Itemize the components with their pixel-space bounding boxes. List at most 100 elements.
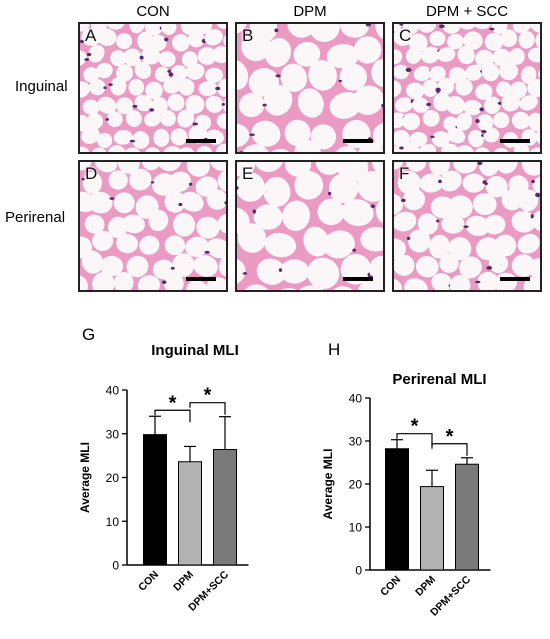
- nucleus: [275, 74, 282, 78]
- adipocyte: [176, 147, 196, 152]
- adipocyte: [499, 61, 519, 81]
- adipocyte: [106, 24, 125, 30]
- adipocyte: [375, 197, 383, 226]
- nucleus: [535, 192, 540, 198]
- adipocyte: [371, 162, 383, 176]
- adipocyte: [153, 128, 170, 147]
- nucleus: [438, 179, 442, 184]
- scale-bar: [343, 139, 373, 143]
- adipocyte: [141, 162, 162, 171]
- adipocyte: [394, 254, 415, 276]
- adipocyte: [154, 66, 171, 82]
- adipocyte: [167, 93, 185, 112]
- adipocyte: [217, 169, 226, 193]
- nucleus: [192, 122, 199, 126]
- adipocyte: [532, 175, 540, 195]
- adipocyte: [131, 131, 150, 149]
- adipocyte: [198, 81, 218, 97]
- nucleus: [438, 24, 445, 29]
- adipocyte: [116, 33, 133, 50]
- histology-panel-f: F: [392, 160, 542, 292]
- adipocyte: [339, 63, 367, 91]
- adipocyte: [237, 207, 250, 234]
- adipocyte: [164, 190, 186, 213]
- adipocyte: [508, 48, 525, 65]
- adipocyte: [457, 45, 475, 65]
- adipocyte: [512, 24, 532, 34]
- adipocyte: [237, 223, 267, 253]
- adipocyte: [465, 215, 490, 237]
- adipocyte: [369, 255, 383, 287]
- adipocyte: [97, 28, 117, 47]
- nucleus: [399, 146, 404, 150]
- y-tick-label: 10: [349, 521, 363, 535]
- nucleus: [481, 130, 487, 134]
- adipose-tissue-image: [237, 162, 383, 290]
- adipocyte: [353, 85, 383, 115]
- nucleus: [435, 87, 441, 93]
- adipocyte: [84, 214, 105, 234]
- adipocyte: [360, 226, 383, 252]
- nucleus: [242, 272, 248, 275]
- adipocyte: [297, 88, 324, 118]
- adipocyte: [264, 232, 297, 258]
- adipocyte: [294, 171, 324, 200]
- nucleus: [406, 236, 411, 240]
- adipocyte: [445, 95, 465, 115]
- significance-bracket: [431, 443, 468, 456]
- adipocyte: [279, 259, 310, 284]
- adipocyte: [88, 44, 105, 63]
- nucleus: [531, 179, 535, 184]
- adipocyte: [86, 113, 104, 130]
- scale-bar: [186, 277, 216, 281]
- nucleus: [86, 52, 92, 57]
- adipocyte: [372, 122, 383, 148]
- adipocyte: [326, 44, 359, 69]
- adipocyte: [517, 233, 540, 254]
- adipocyte: [308, 24, 340, 42]
- y-tick-label: 10: [106, 515, 120, 529]
- adipocyte: [204, 29, 223, 46]
- significance-star: *: [204, 385, 212, 407]
- panel-letter: F: [399, 164, 410, 183]
- adipocyte: [239, 92, 265, 118]
- adipocyte: [185, 95, 205, 114]
- histology-panel-c: C: [392, 22, 542, 154]
- adipocyte: [216, 24, 226, 29]
- adipocyte: [446, 33, 464, 50]
- adipocyte: [501, 189, 523, 211]
- y-tick-label: 40: [349, 392, 363, 406]
- nucleus: [150, 181, 155, 184]
- adipocyte: [518, 189, 539, 212]
- adipocyte: [126, 255, 149, 278]
- adipocyte: [394, 97, 413, 113]
- nucleus: [164, 37, 169, 42]
- adipocyte: [394, 146, 406, 152]
- adipocyte: [282, 200, 310, 232]
- adipocyte: [82, 99, 100, 116]
- nucleus: [84, 58, 90, 61]
- adipocyte: [237, 172, 265, 202]
- adipocyte: [82, 171, 103, 194]
- adipocyte: [206, 238, 226, 259]
- nucleus: [109, 197, 115, 200]
- adipocyte: [474, 147, 491, 152]
- adipocyte: [353, 36, 382, 64]
- adipocyte: [113, 129, 133, 145]
- adipocyte: [340, 253, 372, 285]
- adipocyte: [520, 66, 537, 84]
- adipocyte: [237, 162, 256, 177]
- adipocyte: [485, 175, 508, 198]
- adipocyte: [116, 97, 134, 115]
- adipocyte: [493, 112, 510, 129]
- nucleus: [365, 24, 372, 27]
- adipocyte: [448, 195, 473, 219]
- nucleus: [426, 102, 432, 107]
- adipocyte: [483, 214, 506, 235]
- adipocyte: [148, 210, 169, 232]
- adipocyte: [144, 147, 161, 152]
- adipocyte: [240, 144, 271, 152]
- adipocyte: [406, 82, 425, 100]
- adipocyte: [404, 278, 428, 290]
- nucleus: [484, 182, 488, 186]
